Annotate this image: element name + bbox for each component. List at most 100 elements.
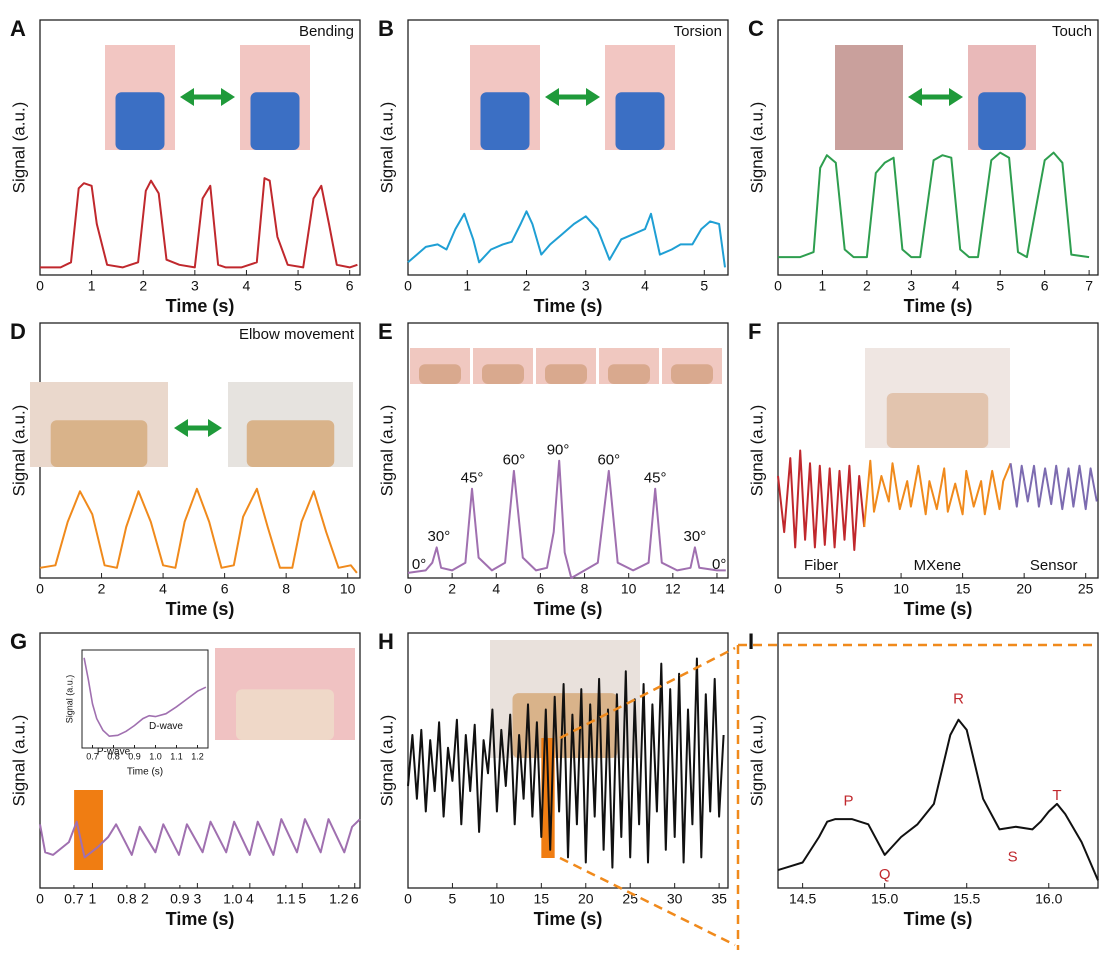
x-tick-label: 1 bbox=[463, 278, 471, 294]
x-tick-label: 2 bbox=[523, 278, 531, 294]
x-tick-label: 0 bbox=[774, 581, 782, 597]
x-tick-label: 0 bbox=[404, 278, 412, 294]
photo bbox=[835, 45, 903, 150]
x-tick-label: 4 bbox=[246, 891, 254, 907]
inset-x-label: Time (s) bbox=[127, 767, 163, 778]
signal-line bbox=[1011, 463, 1097, 509]
panel-letter: G bbox=[10, 629, 27, 654]
panel-annotation: Touch bbox=[1052, 23, 1092, 40]
signal-line bbox=[408, 211, 725, 267]
peak-label: 30° bbox=[428, 528, 451, 545]
x-tick-label: 16.0 bbox=[1035, 891, 1062, 907]
x-tick-label: 15.0 bbox=[871, 891, 898, 907]
x-tick-label: 0 bbox=[404, 891, 412, 907]
x-tick-label: 0 bbox=[36, 278, 44, 294]
arrow-head bbox=[545, 88, 559, 106]
panel-annotation: Bending bbox=[299, 23, 354, 40]
x-axis-label: Time (s) bbox=[534, 909, 603, 929]
photo-detail bbox=[545, 364, 587, 384]
peak-label: 60° bbox=[503, 452, 526, 469]
arrow-head bbox=[208, 419, 222, 437]
x-tick-label: 10 bbox=[893, 581, 909, 597]
x-tick-label: 35 bbox=[711, 891, 727, 907]
x-axis-label: Time (s) bbox=[166, 599, 235, 619]
y-axis-label: Signal (a.u.) bbox=[377, 102, 396, 194]
series-label: MXene bbox=[914, 557, 962, 574]
arrow-head bbox=[586, 88, 600, 106]
peak-label: T bbox=[1052, 787, 1061, 804]
peak-label: 0° bbox=[712, 556, 726, 573]
arrow-head bbox=[174, 419, 188, 437]
x-tick-label: 15 bbox=[955, 581, 971, 597]
x2-tick-label: 1.0 bbox=[223, 891, 243, 907]
x-tick-label: 10 bbox=[340, 581, 356, 597]
x-tick-label: 0 bbox=[774, 278, 782, 294]
x-tick-label: 15 bbox=[534, 891, 550, 907]
x-tick-label: 7 bbox=[1085, 278, 1093, 294]
photo-detail bbox=[978, 92, 1026, 150]
x-tick-label: 4 bbox=[243, 278, 251, 294]
x-tick-label: 8 bbox=[282, 581, 290, 597]
x-tick-label: 1 bbox=[88, 278, 96, 294]
x-tick-label: 8 bbox=[581, 581, 589, 597]
x-tick-label: 5 bbox=[298, 891, 306, 907]
x-tick-label: 3 bbox=[191, 278, 199, 294]
x-tick-label: 14 bbox=[709, 581, 725, 597]
photo-detail bbox=[419, 364, 461, 384]
x-tick-label: 1 bbox=[89, 891, 97, 907]
panel-letter: E bbox=[378, 319, 393, 344]
photo-detail bbox=[247, 420, 335, 467]
panel-letter: F bbox=[748, 319, 761, 344]
photo-detail bbox=[482, 364, 524, 384]
x2-tick-label: 0.7 bbox=[64, 891, 84, 907]
x-axis-label: Time (s) bbox=[904, 909, 973, 929]
inset-label: D-wave bbox=[149, 721, 183, 732]
x-tick-label: 0 bbox=[36, 891, 44, 907]
y-axis-label: Signal (a.u.) bbox=[9, 715, 28, 807]
x-tick-label: 5 bbox=[836, 581, 844, 597]
x-axis-label: Time (s) bbox=[904, 296, 973, 316]
x-tick-label: 2 bbox=[863, 278, 871, 294]
x-tick-label: 5 bbox=[700, 278, 708, 294]
signal-line bbox=[40, 489, 357, 573]
x-tick-label: 5 bbox=[996, 278, 1004, 294]
photo-detail bbox=[671, 364, 713, 384]
y-axis-label: Signal (a.u.) bbox=[377, 715, 396, 807]
y-axis-label: Signal (a.u.) bbox=[747, 715, 766, 807]
x-tick-label: 6 bbox=[221, 581, 229, 597]
plot-frame bbox=[778, 633, 1098, 888]
inset-y-label: Signal (a.u.) bbox=[64, 675, 74, 724]
inset-x-tick-label: 1.1 bbox=[170, 751, 183, 761]
x-tick-label: 10 bbox=[621, 581, 637, 597]
plot-frame bbox=[778, 20, 1098, 275]
x-tick-label: 6 bbox=[346, 278, 354, 294]
x-tick-label: 5 bbox=[294, 278, 302, 294]
peak-label: 45° bbox=[461, 470, 484, 487]
y-axis-label: Signal (a.u.) bbox=[9, 405, 28, 497]
y-axis-label: Signal (a.u.) bbox=[9, 102, 28, 194]
x2-tick-label: 1.1 bbox=[276, 891, 296, 907]
x-axis-label: Time (s) bbox=[166, 909, 235, 929]
photo-detail bbox=[251, 92, 300, 150]
x-tick-label: 5 bbox=[449, 891, 457, 907]
x-tick-label: 3 bbox=[193, 891, 201, 907]
x-tick-label: 0 bbox=[404, 581, 412, 597]
x-tick-label: 4 bbox=[641, 278, 649, 294]
panel-letter: H bbox=[378, 629, 394, 654]
signal-line bbox=[408, 461, 726, 578]
arrow-head bbox=[908, 88, 922, 106]
panel-annotation: Elbow movement bbox=[239, 326, 355, 343]
photo-detail bbox=[887, 393, 989, 448]
y-axis-label: Signal (a.u.) bbox=[747, 405, 766, 497]
x-tick-label: 0 bbox=[36, 581, 44, 597]
x-axis-label: Time (s) bbox=[534, 599, 603, 619]
x-tick-label: 1 bbox=[819, 278, 827, 294]
x-tick-label: 4 bbox=[952, 278, 960, 294]
panel-letter: C bbox=[748, 16, 764, 41]
peak-label: 90° bbox=[547, 441, 570, 458]
y-axis-label: Signal (a.u.) bbox=[377, 405, 396, 497]
x-axis-label: Time (s) bbox=[166, 296, 235, 316]
x-tick-label: 20 bbox=[1016, 581, 1032, 597]
signal-line bbox=[778, 720, 1098, 881]
panel-annotation: Torsion bbox=[674, 23, 722, 40]
